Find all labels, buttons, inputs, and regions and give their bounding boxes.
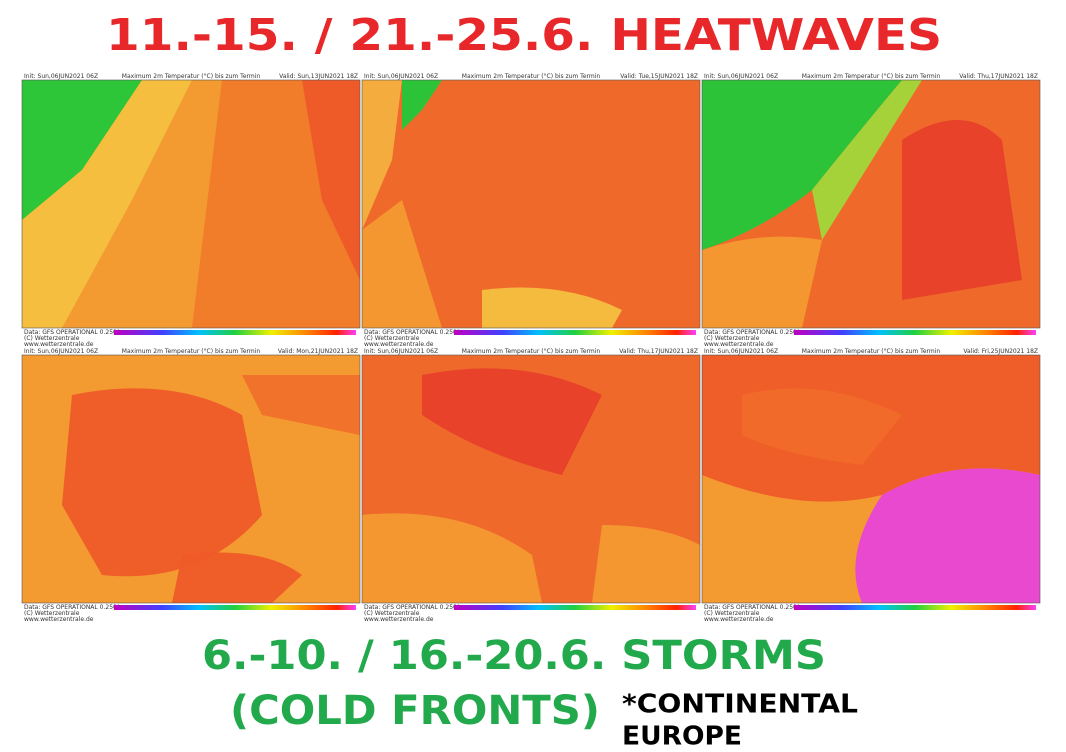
init-label: Init: Sun,06JUN2021 06Z — [24, 73, 98, 80]
map-title: Maximum 2m Temperatur (°C) bis zum Termi… — [802, 73, 941, 80]
color-scale — [454, 605, 696, 610]
url: www.wetterzentrale.de — [704, 616, 774, 623]
temperature-region — [742, 388, 902, 465]
url: www.wetterzentrale.de — [24, 341, 94, 348]
map — [21, 79, 361, 329]
copyright: (C) Wetterzentrale — [704, 610, 760, 617]
map — [361, 354, 701, 604]
temperature-region — [855, 468, 1040, 603]
copyright: (C) Wetterzentrale — [704, 335, 760, 342]
map-title: Maximum 2m Temperatur (°C) bis zum Termi… — [122, 348, 261, 355]
temperature-region — [242, 375, 360, 435]
map-panel: Init: Sun,06JUN2021 06Z Maximum 2m Temper… — [701, 347, 1041, 623]
footer-line: (COLD FRONTS) — [230, 688, 600, 734]
map-title: Maximum 2m Temperatur (°C) bis zum Termi… — [122, 73, 261, 80]
panel-header — [22, 347, 360, 355]
temperature-region — [482, 287, 622, 328]
map-grid: Init: Sun,06JUN2021 06Z Maximum 2m Temper… — [21, 72, 1041, 623]
init-label: Init: Sun,06JUN2021 06Z — [364, 348, 438, 355]
map — [701, 79, 1041, 329]
init-label: Init: Sun,06JUN2021 06Z — [24, 348, 98, 355]
panel-header — [702, 347, 1040, 355]
map-panel: Init: Sun,06JUN2021 06Z Maximum 2m Temper… — [701, 72, 1041, 348]
temperature-region — [172, 552, 302, 603]
temperature-region — [362, 200, 442, 328]
temperature-region — [362, 80, 402, 230]
copyright: (C) Wetterzentrale — [364, 335, 420, 342]
temperature-region — [362, 513, 542, 603]
url: www.wetterzentrale.de — [364, 616, 434, 623]
footer-line: 6.-10. / 16.-20.6. STORMS — [202, 633, 826, 679]
map — [361, 79, 701, 329]
panel-header — [22, 72, 360, 80]
panel-header — [362, 347, 700, 355]
temperature-region — [62, 388, 262, 577]
temperature-region — [702, 80, 902, 250]
map-border — [21, 354, 361, 604]
copyright: (C) Wetterzentrale — [24, 335, 80, 342]
color-scale — [454, 330, 696, 335]
data-source: Data: GFS OPERATIONAL 0.250° — [704, 329, 800, 336]
note: EUROPE — [622, 722, 742, 752]
init-label: Init: Sun,06JUN2021 06Z — [704, 73, 778, 80]
temperature-region — [22, 80, 142, 220]
map-title: Maximum 2m Temperatur (°C) bis zum Termi… — [802, 348, 941, 355]
map-panel: Init: Sun,06JUN2021 06Z Maximum 2m Temper… — [361, 72, 701, 348]
color-scale — [114, 330, 356, 335]
temperature-region — [422, 368, 602, 475]
valid-label: Valid: Tue,15JUN2021 18Z — [620, 73, 698, 80]
note: *CONTINENTAL — [622, 690, 858, 720]
map-panel: Init: Sun,06JUN2021 06Z Maximum 2m Temper… — [21, 347, 361, 623]
map-border — [361, 354, 701, 604]
data-source: Data: GFS OPERATIONAL 0.250° — [704, 604, 800, 611]
map — [21, 354, 361, 604]
map-border — [21, 79, 361, 329]
valid-label: Valid: Fri,25JUN2021 18Z — [963, 348, 1038, 355]
init-label: Init: Sun,06JUN2021 06Z — [704, 348, 778, 355]
valid-label: Valid: Mon,21JUN2021 18Z — [278, 348, 358, 355]
temperature-region — [402, 80, 442, 130]
map-panel: Init: Sun,06JUN2021 06Z Maximum 2m Temper… — [361, 347, 701, 623]
valid-label: Valid: Sun,13JUN2021 18Z — [279, 73, 358, 80]
copyright: (C) Wetterzentrale — [24, 610, 80, 617]
temperature-region — [22, 80, 192, 328]
url: www.wetterzentrale.de — [24, 616, 94, 623]
valid-label: Valid: Thu,17JUN2021 18Z — [959, 73, 1038, 80]
panel-header — [362, 72, 700, 80]
valid-label: Valid: Thu,17JUN2021 18Z — [619, 348, 698, 355]
temperature-region — [812, 80, 922, 240]
color-scale — [794, 330, 1036, 335]
map-border — [701, 79, 1041, 329]
init-label: Init: Sun,06JUN2021 06Z — [364, 73, 438, 80]
temperature-region — [592, 525, 700, 603]
copyright: (C) Wetterzentrale — [364, 610, 420, 617]
url: www.wetterzentrale.de — [364, 341, 434, 348]
data-source: Data: GFS OPERATIONAL 0.250° — [364, 604, 460, 611]
map-panel: Init: Sun,06JUN2021 06Z Maximum 2m Temper… — [21, 72, 361, 348]
temperature-region — [902, 120, 1022, 300]
map-border — [361, 79, 701, 329]
data-source: Data: GFS OPERATIONAL 0.250° — [24, 329, 120, 336]
panel-header — [702, 72, 1040, 80]
temperature-region — [302, 80, 360, 280]
heading: 11.-15. / 21.-25.6. HEATWAVES — [106, 10, 942, 61]
data-source: Data: GFS OPERATIONAL 0.250° — [364, 329, 460, 336]
map-border — [701, 354, 1041, 604]
temperature-region — [702, 236, 822, 328]
data-source: Data: GFS OPERATIONAL 0.250° — [24, 604, 120, 611]
color-scale — [794, 605, 1036, 610]
map-title: Maximum 2m Temperatur (°C) bis zum Termi… — [462, 348, 601, 355]
map — [701, 354, 1041, 604]
url: www.wetterzentrale.de — [704, 341, 774, 348]
map-title: Maximum 2m Temperatur (°C) bis zum Termi… — [462, 73, 601, 80]
color-scale — [114, 605, 356, 610]
